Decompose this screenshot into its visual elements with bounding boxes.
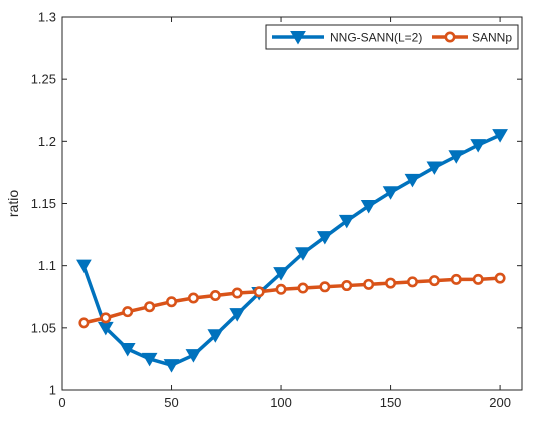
y-tick-label: 1.15: [31, 196, 56, 211]
legend-label: NNG-SANN(L=2): [330, 31, 422, 45]
data-point: [448, 150, 465, 164]
data-point: [119, 342, 136, 357]
data-point: [494, 272, 506, 284]
series-group: [76, 129, 508, 373]
data-point: [76, 259, 92, 274]
x-tick-label: 0: [58, 395, 65, 410]
data-point: [319, 281, 331, 293]
y-tick-label: 1.25: [31, 72, 56, 87]
data-point: [341, 280, 353, 292]
data-point: [426, 161, 443, 175]
data-point: [253, 286, 265, 298]
data-point: [363, 278, 375, 290]
data-point: [382, 186, 399, 200]
data-point: [229, 308, 246, 322]
data-point: [295, 247, 311, 261]
data-point: [166, 296, 178, 308]
data-point: [231, 287, 243, 299]
y-tick-label: 1: [49, 383, 56, 398]
data-point: [163, 359, 180, 373]
series-1: [76, 129, 508, 373]
y-axis-label: ratio: [5, 190, 21, 217]
data-point: [316, 231, 333, 245]
data-point: [185, 349, 202, 363]
data-point: [122, 306, 134, 318]
y-tick-label: 1.2: [38, 134, 56, 149]
x-tick-label: 100: [270, 395, 292, 410]
data-point: [100, 312, 112, 324]
data-point: [385, 277, 397, 289]
data-point: [404, 173, 421, 188]
legend-marker: [290, 31, 306, 45]
data-point: [297, 282, 309, 294]
series-2: [78, 272, 506, 329]
data-point: [338, 214, 355, 229]
x-tick-label: 200: [489, 395, 511, 410]
data-point: [187, 292, 199, 304]
data-point: [141, 352, 158, 367]
data-point: [470, 139, 487, 153]
y-tick-label: 1.1: [38, 258, 56, 273]
y-tick-label: 1.05: [31, 320, 56, 335]
legend-marker: [444, 31, 456, 43]
data-point: [450, 273, 462, 285]
data-point: [406, 276, 418, 288]
y-tick-label: 1.3: [38, 10, 56, 25]
data-point: [144, 301, 156, 313]
x-tick-label: 150: [380, 395, 402, 410]
legend-label: SANNp: [472, 31, 512, 45]
data-point: [360, 199, 377, 214]
legend: NNG-SANN(L=2) SANNp: [265, 24, 519, 50]
x-tick-label: 50: [164, 395, 178, 410]
data-point: [492, 129, 508, 143]
data-point: [209, 290, 221, 302]
plot-area-frame: [61, 16, 523, 391]
data-point: [273, 267, 289, 281]
data-point: [78, 317, 90, 329]
data-point: [472, 273, 484, 285]
data-point: [207, 329, 224, 343]
axes: 0 50 100 150 200 1 1.05 1.1 1.15 1.2 1.25 1.3: [31, 10, 523, 410]
data-point: [275, 283, 287, 295]
data-point: [428, 275, 440, 287]
